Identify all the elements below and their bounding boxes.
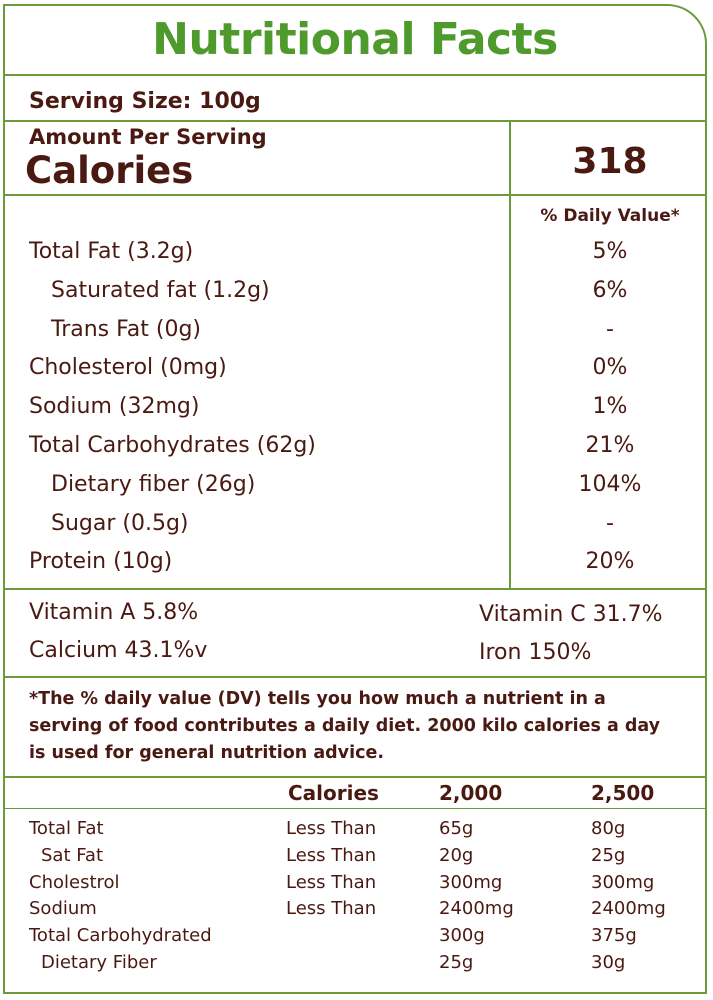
- ref-row-2500: 80g: [591, 818, 626, 839]
- ref-header-2500: 2,500: [591, 781, 655, 805]
- nutrient-daily-value: 104%: [578, 472, 642, 497]
- ref-row-name: Sodium: [29, 898, 97, 919]
- nutrient-name: Saturated fat (1.2g): [51, 278, 270, 303]
- nutrient-name: Cholesterol (0mg): [29, 355, 227, 380]
- vitamin-a: Vitamin A 5.8%: [29, 600, 199, 625]
- ref-row-2500: 375g: [591, 925, 637, 946]
- ref-row-2000: 2400mg: [439, 898, 514, 919]
- nutrient-daily-value: 6%: [592, 278, 628, 303]
- nutrient-daily-value: 21%: [585, 433, 635, 458]
- vitamin-c: Vitamin C 31.7%: [479, 602, 663, 627]
- nutrient-name: Sodium (32mg): [29, 394, 200, 419]
- ref-row-2500: 300mg: [591, 872, 655, 893]
- nutrient-daily-value: 1%: [592, 394, 628, 419]
- daily-value-footnote: *The % daily value (DV) tells you how mu…: [29, 689, 661, 763]
- column-divider: [509, 120, 511, 588]
- ref-row-2500: 25g: [591, 845, 626, 866]
- ref-row-2000: 65g: [439, 818, 474, 839]
- ref-row-2000: 300mg: [439, 872, 503, 893]
- ref-header-calories: Calories: [288, 781, 379, 805]
- divider: [5, 808, 705, 809]
- divider: [5, 588, 705, 590]
- nutrient-daily-value: -: [606, 317, 614, 342]
- ref-row-name: Cholestrol: [29, 872, 120, 893]
- ref-row-name: Sat Fat: [41, 845, 104, 866]
- calories-value: 318: [572, 141, 648, 182]
- iron: Iron 150%: [479, 640, 592, 665]
- serving-size: Serving Size: 100g: [29, 89, 261, 114]
- nutrient-daily-value: 0%: [592, 355, 628, 380]
- ref-row-2000: 20g: [439, 845, 474, 866]
- nutrient-daily-value: 5%: [592, 239, 628, 264]
- nutrient-name: Protein (10g): [29, 549, 173, 574]
- calcium: Calcium 43.1%v: [29, 638, 208, 663]
- ref-row-qualifier: Less Than: [286, 818, 377, 839]
- amount-per-serving: Amount Per Serving: [29, 125, 267, 149]
- ref-row-name: Total Carbohydrated: [29, 925, 212, 946]
- ref-row-name: Total Fat: [29, 818, 104, 839]
- nutrient-name: Sugar (0.5g): [51, 511, 189, 536]
- ref-row-qualifier: Less Than: [286, 898, 377, 919]
- ref-row-2500: 2400mg: [591, 898, 666, 919]
- calories-label: Calories: [25, 149, 194, 192]
- ref-row-qualifier: Less Than: [286, 872, 377, 893]
- divider: [5, 676, 705, 678]
- divider: [5, 74, 705, 76]
- nutrient-name: Dietary fiber (26g): [51, 472, 256, 497]
- divider: [5, 120, 705, 122]
- nutrient-name: Trans Fat (0g): [51, 317, 201, 342]
- daily-value-header: % Daily Value*: [540, 206, 680, 226]
- ref-row-2000: 300g: [439, 925, 485, 946]
- nutrient-name: Total Fat (3.2g): [29, 239, 194, 264]
- nutrition-label: Nutritional Facts Serving Size: 100g Amo…: [3, 4, 707, 994]
- divider: [5, 776, 705, 778]
- nutrient-name: Total Carbohydrates (62g): [29, 433, 316, 458]
- ref-row-name: Dietary Fiber: [41, 952, 157, 973]
- nutrient-daily-value: 20%: [585, 549, 635, 574]
- ref-header-2000: 2,000: [439, 781, 503, 805]
- ref-row-2500: 30g: [591, 952, 626, 973]
- label-title: Nutritional Facts: [152, 14, 558, 65]
- ref-row-2000: 25g: [439, 952, 474, 973]
- ref-row-qualifier: Less Than: [286, 845, 377, 866]
- nutrient-daily-value: -: [606, 511, 614, 536]
- divider: [5, 194, 705, 196]
